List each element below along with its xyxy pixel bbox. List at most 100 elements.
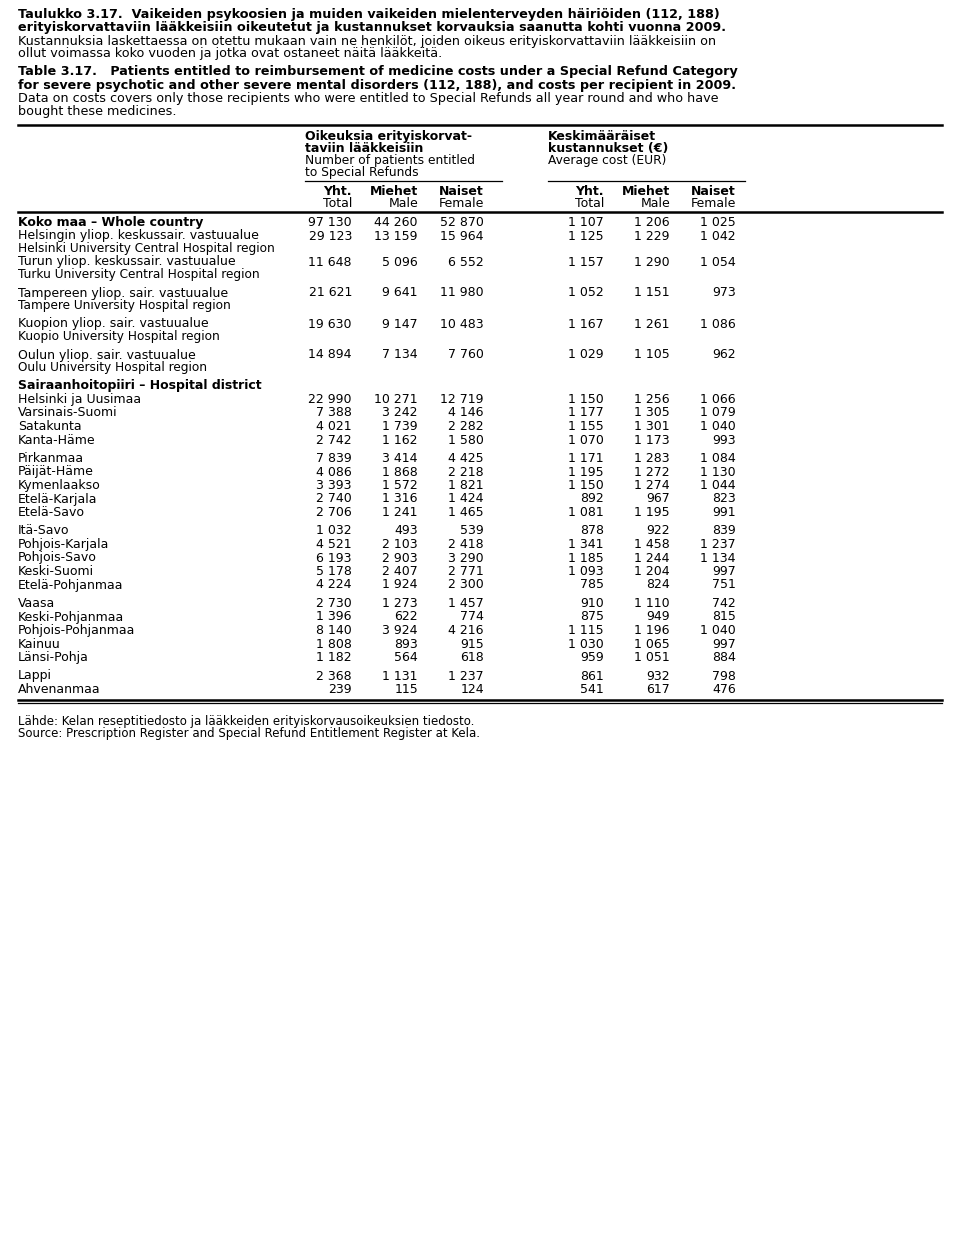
Text: 52 870: 52 870 — [440, 215, 484, 229]
Text: 1 029: 1 029 — [568, 349, 604, 362]
Text: 1 086: 1 086 — [700, 318, 736, 330]
Text: 1 572: 1 572 — [382, 479, 418, 491]
Text: 1 195: 1 195 — [635, 507, 670, 519]
Text: 1 204: 1 204 — [635, 564, 670, 578]
Text: Miehet: Miehet — [622, 185, 670, 198]
Text: 1 115: 1 115 — [568, 624, 604, 638]
Text: 19 630: 19 630 — [308, 318, 352, 330]
Text: 5 096: 5 096 — [382, 256, 418, 268]
Text: 2 103: 2 103 — [382, 538, 418, 551]
Text: 124: 124 — [461, 683, 484, 696]
Text: 541: 541 — [580, 683, 604, 696]
Text: 15 964: 15 964 — [441, 229, 484, 242]
Text: Etelä-Karjala: Etelä-Karjala — [18, 493, 98, 505]
Text: Table 3.17.   Patients entitled to reimbursement of medicine costs under a Speci: Table 3.17. Patients entitled to reimbur… — [18, 66, 737, 78]
Text: 973: 973 — [712, 286, 736, 300]
Text: 1 396: 1 396 — [317, 611, 352, 624]
Text: 1 066: 1 066 — [701, 393, 736, 406]
Text: Helsinki University Central Hospital region: Helsinki University Central Hospital reg… — [18, 242, 275, 255]
Text: 1 110: 1 110 — [635, 597, 670, 610]
Text: 1 040: 1 040 — [700, 420, 736, 433]
Text: 1 084: 1 084 — [700, 452, 736, 465]
Text: Oulu University Hospital region: Oulu University Hospital region — [18, 362, 207, 374]
Text: 1 167: 1 167 — [568, 318, 604, 330]
Text: Kainuu: Kainuu — [18, 638, 60, 650]
Text: 875: 875 — [580, 611, 604, 624]
Text: 1 081: 1 081 — [568, 507, 604, 519]
Text: 1 134: 1 134 — [701, 552, 736, 564]
Text: 884: 884 — [712, 651, 736, 664]
Text: 493: 493 — [395, 524, 418, 538]
Text: Lappi: Lappi — [18, 669, 52, 683]
Text: 1 424: 1 424 — [448, 493, 484, 505]
Text: 11 980: 11 980 — [441, 286, 484, 300]
Text: 1 182: 1 182 — [317, 651, 352, 664]
Text: 564: 564 — [395, 651, 418, 664]
Text: Number of patients entitled: Number of patients entitled — [305, 154, 475, 168]
Text: Etelä-Pohjanmaa: Etelä-Pohjanmaa — [18, 578, 124, 591]
Text: Länsi-Pohja: Länsi-Pohja — [18, 651, 89, 664]
Text: 922: 922 — [646, 524, 670, 538]
Text: 3 290: 3 290 — [448, 552, 484, 564]
Text: 1 052: 1 052 — [568, 286, 604, 300]
Text: 1 171: 1 171 — [568, 452, 604, 465]
Text: 1 079: 1 079 — [700, 407, 736, 420]
Text: Turku University Central Hospital region: Turku University Central Hospital region — [18, 268, 259, 281]
Text: 1 195: 1 195 — [568, 465, 604, 479]
Text: 1 808: 1 808 — [316, 638, 352, 650]
Text: ollut voimassa koko vuoden ja jotka ovat ostaneet näitä lääkkeitä.: ollut voimassa koko vuoden ja jotka ovat… — [18, 48, 443, 60]
Text: 1 162: 1 162 — [382, 433, 418, 446]
Text: 1 273: 1 273 — [382, 597, 418, 610]
Text: to Special Refunds: to Special Refunds — [305, 166, 419, 179]
Text: Tampere University Hospital region: Tampere University Hospital region — [18, 299, 230, 312]
Text: 997: 997 — [712, 564, 736, 578]
Text: Pohjois-Pohjanmaa: Pohjois-Pohjanmaa — [18, 624, 135, 638]
Text: Lähde: Kelan reseptitiedosto ja lääkkeiden erityiskorvausoikeuksien tiedosto.: Lähde: Kelan reseptitiedosto ja lääkkeid… — [18, 716, 474, 728]
Text: 742: 742 — [712, 597, 736, 610]
Text: 1 206: 1 206 — [635, 215, 670, 229]
Text: 1 237: 1 237 — [448, 669, 484, 683]
Text: 1 924: 1 924 — [382, 578, 418, 591]
Text: 12 719: 12 719 — [441, 393, 484, 406]
Text: 10 483: 10 483 — [441, 318, 484, 330]
Text: 949: 949 — [646, 611, 670, 624]
Text: 861: 861 — [580, 669, 604, 683]
Text: 1 042: 1 042 — [701, 229, 736, 242]
Text: Vaasa: Vaasa — [18, 597, 56, 610]
Text: 1 465: 1 465 — [448, 507, 484, 519]
Text: Kanta-Häme: Kanta-Häme — [18, 433, 96, 446]
Text: 29 123: 29 123 — [308, 229, 352, 242]
Text: 9 147: 9 147 — [382, 318, 418, 330]
Text: 1 054: 1 054 — [700, 256, 736, 268]
Text: for severe psychotic and other severe mental disorders (112, 188), and costs per: for severe psychotic and other severe me… — [18, 78, 736, 92]
Text: Total: Total — [575, 197, 604, 210]
Text: Male: Male — [388, 197, 418, 210]
Text: 967: 967 — [646, 493, 670, 505]
Text: 5 178: 5 178 — [316, 564, 352, 578]
Text: 1 040: 1 040 — [700, 624, 736, 638]
Text: 1 044: 1 044 — [701, 479, 736, 491]
Text: bought these medicines.: bought these medicines. — [18, 105, 177, 117]
Text: Sairaanhoitopiiri – Hospital district: Sairaanhoitopiiri – Hospital district — [18, 379, 262, 393]
Text: Yht.: Yht. — [324, 185, 352, 198]
Text: 115: 115 — [395, 683, 418, 696]
Text: Pirkanmaa: Pirkanmaa — [18, 452, 84, 465]
Text: Female: Female — [439, 197, 484, 210]
Text: Naiset: Naiset — [440, 185, 484, 198]
Text: 1 458: 1 458 — [635, 538, 670, 551]
Text: Kuopio University Hospital region: Kuopio University Hospital region — [18, 330, 220, 343]
Text: 2 771: 2 771 — [448, 564, 484, 578]
Text: 1 093: 1 093 — [568, 564, 604, 578]
Text: 8 140: 8 140 — [316, 624, 352, 638]
Text: 2 740: 2 740 — [316, 493, 352, 505]
Text: 932: 932 — [646, 669, 670, 683]
Text: 991: 991 — [712, 507, 736, 519]
Text: 993: 993 — [712, 433, 736, 446]
Text: 7 388: 7 388 — [316, 407, 352, 420]
Text: 1 151: 1 151 — [635, 286, 670, 300]
Text: 910: 910 — [580, 597, 604, 610]
Text: 1 030: 1 030 — [568, 638, 604, 650]
Text: 4 146: 4 146 — [448, 407, 484, 420]
Text: 4 216: 4 216 — [448, 624, 484, 638]
Text: 1 105: 1 105 — [635, 349, 670, 362]
